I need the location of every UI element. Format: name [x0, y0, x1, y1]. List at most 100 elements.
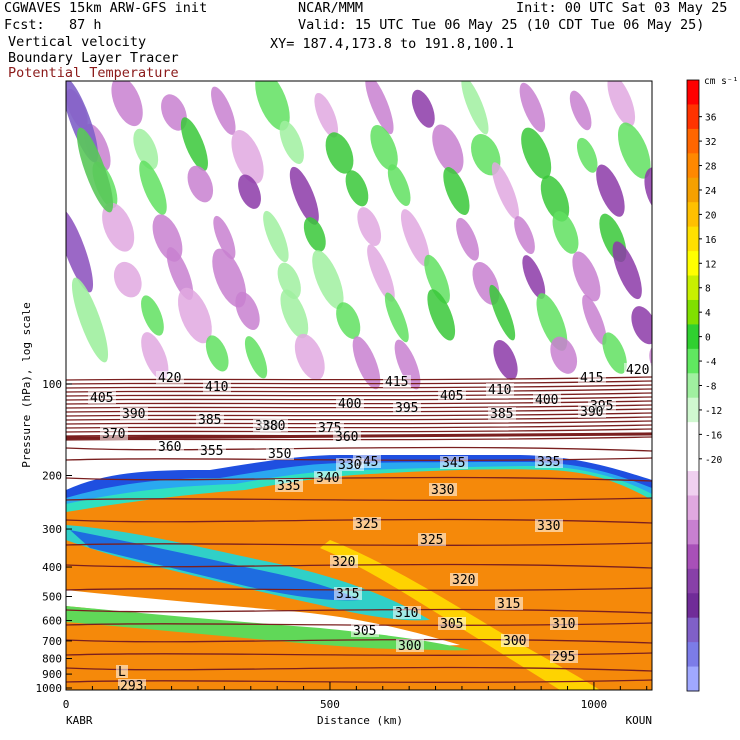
- theta-label-bg: [333, 430, 361, 443]
- theta-label: 300: [503, 634, 526, 649]
- isentrope: [66, 446, 652, 452]
- theta-label: 385: [198, 413, 221, 428]
- colorbar-label: 24: [705, 186, 717, 197]
- theta-label-bg: [275, 479, 303, 492]
- velocity-cell: [602, 332, 627, 374]
- y-tick-label: 500: [42, 590, 62, 603]
- theta-label-bg: [535, 519, 563, 532]
- isentrope: [66, 384, 652, 389]
- theta-label-bg: [533, 393, 561, 406]
- theta-label-bg: [156, 440, 184, 453]
- isentrope: [66, 563, 652, 569]
- theta-label-bg: [550, 617, 578, 630]
- colorbar-swatch: [687, 153, 699, 179]
- velocity-cell: [294, 333, 325, 381]
- colorbar-swatch: [687, 593, 699, 619]
- x-axis-end-station: KOUN: [626, 714, 653, 727]
- colorbar-swatch: [687, 128, 699, 154]
- colorbar-swatch: [687, 519, 699, 545]
- velocity-cell: [365, 81, 394, 135]
- colorbar-swatch: [687, 80, 699, 105]
- theta-label: 340: [316, 471, 339, 486]
- y-tick-label: 900: [42, 668, 62, 681]
- velocity-cell: [493, 339, 518, 380]
- isentrope: [66, 380, 652, 385]
- colorbar-label: 8: [705, 284, 711, 295]
- y-tick-label: 100: [42, 378, 62, 391]
- theta-label-bg: [450, 573, 478, 586]
- theta-label: 315: [497, 597, 520, 612]
- theta-label: 350: [268, 447, 291, 462]
- theta-label: 315: [336, 587, 359, 602]
- isentrope: [66, 608, 652, 614]
- velocity-cell: [139, 160, 167, 215]
- velocity-cell: [303, 217, 326, 252]
- colorbar-swatch: [687, 275, 699, 301]
- field-potential-temperature: Potential Temperature: [8, 65, 179, 81]
- theta-label-bg: [429, 483, 457, 496]
- velocity-cell: [631, 306, 652, 345]
- colorbar-label: -12: [705, 406, 722, 417]
- field-vertical-velocity: Vertical velocity: [8, 34, 147, 50]
- velocity-cell: [279, 120, 304, 164]
- velocity-cell: [519, 82, 546, 133]
- isentrope: [66, 388, 652, 393]
- velocity-cell: [211, 86, 236, 135]
- velocity-cell: [489, 284, 516, 341]
- velocity-cell: [576, 137, 598, 173]
- organization: NCAR/MMM: [298, 0, 364, 16]
- theta-label: 395: [395, 401, 418, 416]
- plot-frame: [65, 80, 653, 691]
- velocity-cell: [161, 94, 187, 131]
- theta-label: 360: [335, 430, 358, 445]
- y-tick-label: 700: [42, 635, 62, 648]
- colorbar-swatch: [687, 299, 699, 325]
- colorbar-swatch: [687, 373, 699, 399]
- colorbar-swatch: [687, 104, 699, 130]
- velocity-cell: [314, 92, 339, 138]
- y-tick-label: 300: [42, 523, 62, 536]
- theta-label-bg: [314, 471, 342, 484]
- velocity-cell: [384, 292, 409, 343]
- colorbar-swatch: [687, 202, 699, 228]
- colorbar-label: 12: [705, 259, 716, 270]
- forecast-hour: Fcst: 87 h: [4, 17, 102, 33]
- isentrope: [66, 376, 652, 381]
- theta-label: 385: [490, 407, 513, 422]
- theta-label: 355: [200, 444, 223, 459]
- velocity-cell: [141, 295, 164, 336]
- theta-label-bg: [393, 401, 421, 414]
- velocity-cell: [352, 336, 381, 390]
- theta-label-bg: [550, 650, 578, 663]
- theta-label: 335: [537, 455, 560, 470]
- colorbar-swatch: [687, 422, 699, 448]
- velocity-cell: [424, 254, 450, 304]
- theta-label-bg: [203, 380, 231, 393]
- velocity-cell: [244, 336, 268, 379]
- velocity-cell: [612, 241, 642, 300]
- theta-label-bg: [438, 617, 466, 630]
- theta-label-bg: [351, 624, 379, 637]
- theta-label: 300: [398, 639, 421, 654]
- velocity-cell: [113, 261, 142, 298]
- theta-label: 390: [122, 407, 145, 422]
- velocity-cell: [178, 287, 212, 344]
- velocity-cell: [596, 164, 625, 217]
- velocity-cell: [345, 170, 369, 207]
- velocity-cell: [102, 202, 135, 252]
- colorbar-label: 28: [705, 162, 717, 173]
- tracer-yellow-band: [320, 540, 600, 690]
- velocity-cell: [66, 207, 94, 293]
- theta-label: 405: [90, 391, 113, 406]
- theta-label-bg: [118, 679, 146, 690]
- velocity-cell: [387, 164, 411, 206]
- theta-label: 420: [158, 371, 181, 386]
- velocity-cell: [255, 81, 290, 131]
- theta-label-bg: [438, 389, 466, 402]
- theta-label: 415: [580, 371, 603, 386]
- x-tick-label: 1000: [581, 698, 608, 711]
- isentrope: [66, 587, 652, 591]
- isentrope: [66, 652, 652, 656]
- y-axis-label: Pressure (hPa), log scale: [20, 302, 33, 468]
